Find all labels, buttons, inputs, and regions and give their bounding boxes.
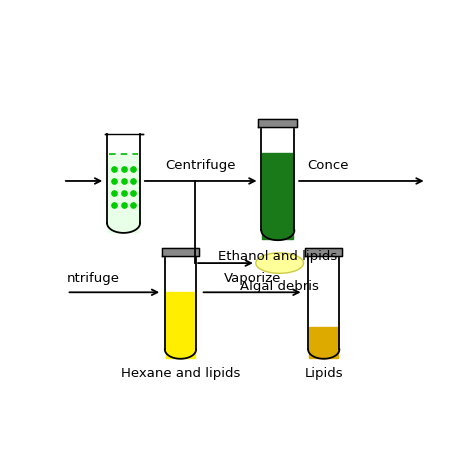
Text: Lipids: Lipids	[304, 367, 343, 380]
Text: Algal debris: Algal debris	[240, 280, 319, 292]
Text: Centrifuge: Centrifuge	[165, 159, 236, 172]
Text: Ethanol and lipids: Ethanol and lipids	[218, 250, 337, 264]
Text: ntrifuge: ntrifuge	[66, 272, 119, 285]
Text: Conce: Conce	[307, 159, 349, 172]
Text: Vaporize: Vaporize	[223, 272, 281, 285]
Ellipse shape	[256, 253, 303, 273]
Text: Hexane and lipids: Hexane and lipids	[121, 367, 240, 380]
